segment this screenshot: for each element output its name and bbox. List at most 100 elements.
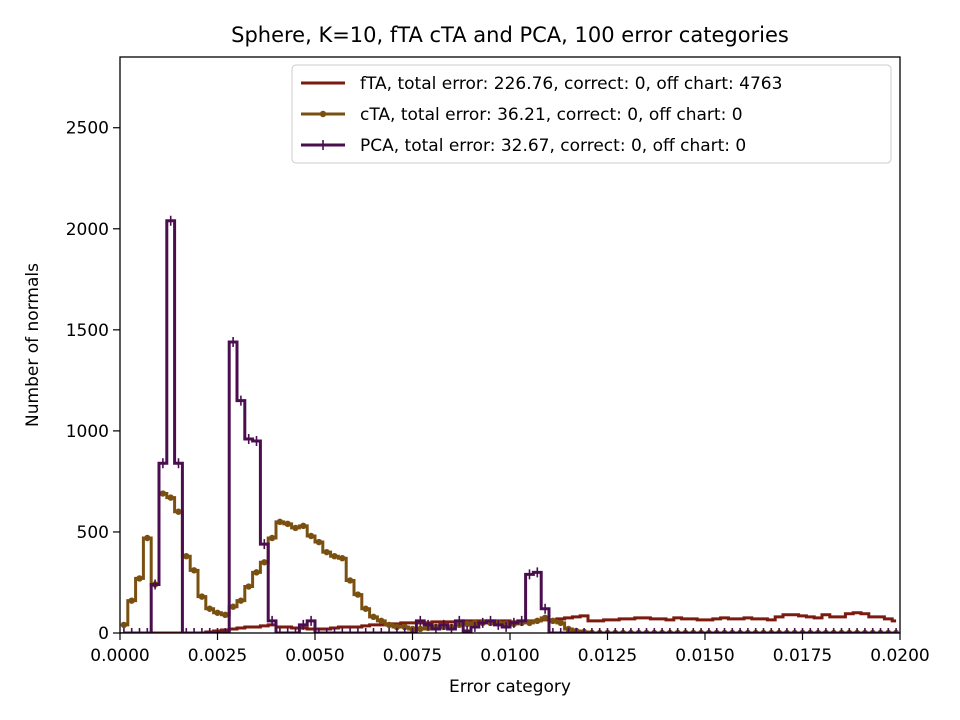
data-point — [828, 628, 839, 633]
data-point — [339, 555, 346, 562]
data-point — [797, 628, 808, 633]
data-point — [136, 575, 143, 582]
legend-entries: fTA, total error: 226.76, correct: 0, of… — [301, 74, 782, 156]
data-point — [229, 603, 237, 610]
data-point — [292, 524, 299, 532]
data-point — [719, 628, 730, 633]
x-tick-label: 0.0025 — [188, 646, 247, 666]
data-point — [206, 605, 213, 612]
data-point — [557, 619, 564, 627]
data-point — [120, 628, 129, 633]
data-point — [268, 534, 276, 542]
data-point — [183, 553, 190, 560]
data-point — [157, 458, 168, 469]
data-point — [664, 628, 675, 633]
data-point — [190, 567, 198, 574]
data-point — [290, 628, 301, 633]
data-point — [259, 539, 270, 550]
chart-title: Sphere, K=10, fTA cTA and PCA, 100 error… — [231, 23, 789, 47]
data-point — [532, 567, 543, 578]
data-point — [282, 628, 293, 633]
data-point — [571, 628, 582, 633]
y-tick-label: 1500 — [66, 321, 109, 341]
data-point — [766, 628, 777, 633]
legend-marker — [318, 140, 328, 150]
data-point — [781, 628, 792, 633]
data-point — [354, 591, 362, 598]
data-point — [625, 628, 636, 633]
data-point — [298, 619, 309, 630]
data-point — [196, 628, 207, 633]
legend-marker — [319, 110, 327, 118]
x-axis: 0.0000 0.0025 0.0050 0.0075 0.0100 0.0125 0.01… — [90, 633, 930, 666]
data-point — [501, 621, 512, 632]
data-point — [173, 458, 184, 469]
data-point — [680, 628, 691, 633]
data-point — [688, 628, 699, 633]
data-point — [329, 628, 340, 633]
data-point — [159, 490, 167, 497]
data-point — [175, 508, 182, 515]
x-tick-label: 0.0125 — [578, 646, 637, 666]
y-tick-label: 1000 — [66, 422, 109, 442]
data-point — [274, 628, 285, 633]
data-point — [672, 628, 683, 633]
data-point — [758, 628, 769, 633]
data-point — [144, 534, 151, 542]
data-point — [549, 617, 557, 625]
data-point — [711, 628, 722, 633]
data-point — [438, 619, 449, 630]
data-point — [618, 628, 629, 633]
data-point — [165, 215, 176, 226]
data-point — [547, 628, 558, 633]
data-point — [253, 569, 260, 576]
data-point — [805, 628, 816, 633]
data-point — [534, 617, 541, 625]
data-point — [594, 628, 605, 633]
data-point — [284, 520, 291, 528]
x-tick-label: 0.0100 — [480, 646, 539, 666]
data-point — [204, 628, 215, 633]
y-axis-label: Number of normals — [23, 263, 43, 427]
data-point — [891, 628, 900, 633]
data-point — [385, 621, 393, 629]
data-point — [368, 628, 379, 633]
data-point — [251, 436, 262, 446]
data-point — [462, 625, 473, 633]
data-point — [813, 628, 824, 633]
data-point — [222, 611, 229, 619]
data-point — [243, 433, 254, 444]
y-tick-label: 2500 — [66, 119, 109, 139]
data-point — [430, 623, 441, 633]
data-point — [526, 619, 533, 627]
data-point — [493, 619, 504, 630]
data-point — [261, 559, 268, 566]
data-point — [541, 614, 549, 622]
series-layer — [120, 215, 900, 633]
data-point — [463, 620, 471, 628]
data-point — [774, 628, 785, 633]
data-point — [393, 623, 401, 631]
data-point — [391, 628, 402, 633]
data-point — [331, 553, 338, 560]
y-axis: 0 500 1000 1500 2000 2500 — [66, 119, 120, 644]
data-point — [370, 613, 377, 621]
x-axis-label: Error category — [449, 677, 571, 697]
data-point — [415, 615, 426, 626]
data-point — [789, 628, 800, 633]
data-point — [321, 628, 332, 633]
data-point — [313, 628, 324, 633]
data-point — [469, 621, 480, 632]
data-point — [524, 569, 535, 580]
data-point — [633, 628, 644, 633]
data-point — [267, 615, 278, 626]
data-point — [844, 628, 855, 633]
data-point — [212, 628, 223, 633]
data-point — [315, 538, 323, 546]
data-point — [399, 628, 410, 633]
data-point — [883, 628, 894, 633]
data-point — [228, 336, 239, 347]
data-point — [352, 628, 363, 633]
data-point — [563, 628, 574, 633]
data-point — [423, 619, 434, 630]
